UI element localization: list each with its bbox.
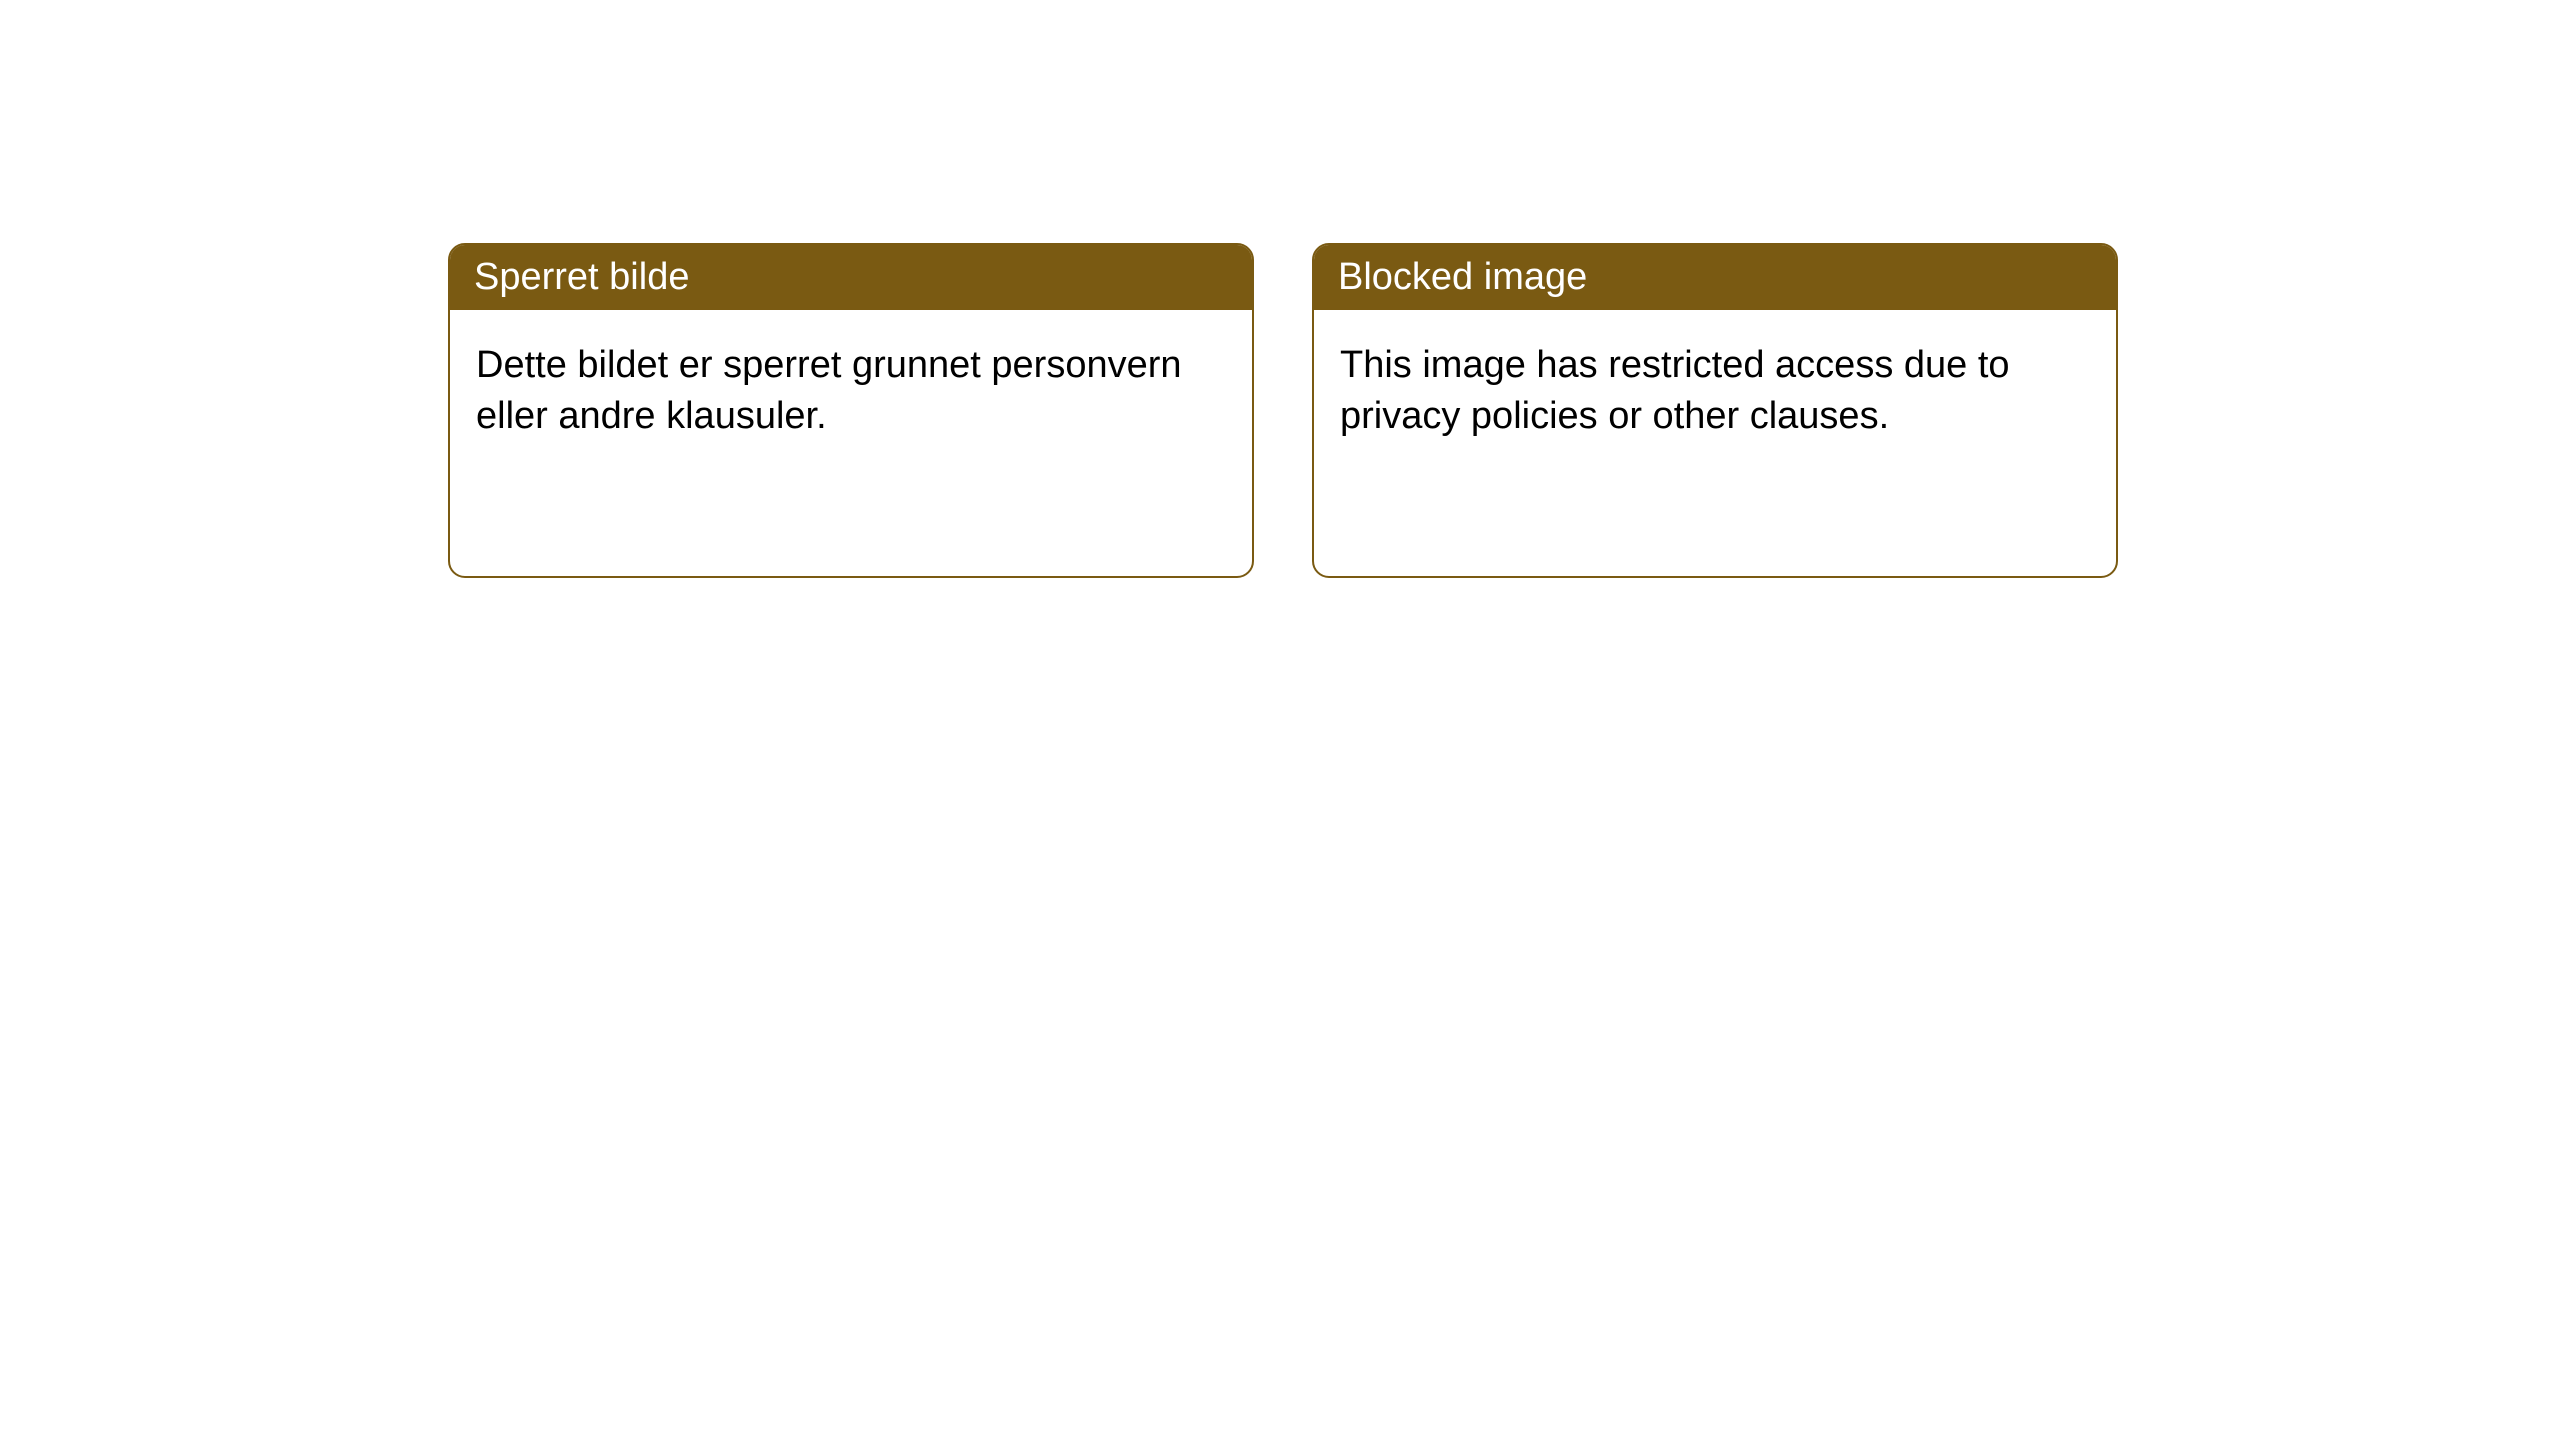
card-body-en: This image has restricted access due to … <box>1314 310 2116 473</box>
card-body-no: Dette bildet er sperret grunnet personve… <box>450 310 1252 473</box>
card-title-no: Sperret bilde <box>474 256 689 298</box>
card-header-no: Sperret bilde <box>450 245 1252 310</box>
blocked-image-card-no: Sperret bilde Dette bildet er sperret gr… <box>448 243 1254 578</box>
card-body-text-en: This image has restricted access due to … <box>1340 344 2010 437</box>
card-header-en: Blocked image <box>1314 245 2116 310</box>
blocked-image-card-en: Blocked image This image has restricted … <box>1312 243 2118 578</box>
card-body-text-no: Dette bildet er sperret grunnet personve… <box>476 344 1182 437</box>
card-title-en: Blocked image <box>1338 256 1587 298</box>
blocked-image-notice-container: Sperret bilde Dette bildet er sperret gr… <box>448 243 2118 578</box>
